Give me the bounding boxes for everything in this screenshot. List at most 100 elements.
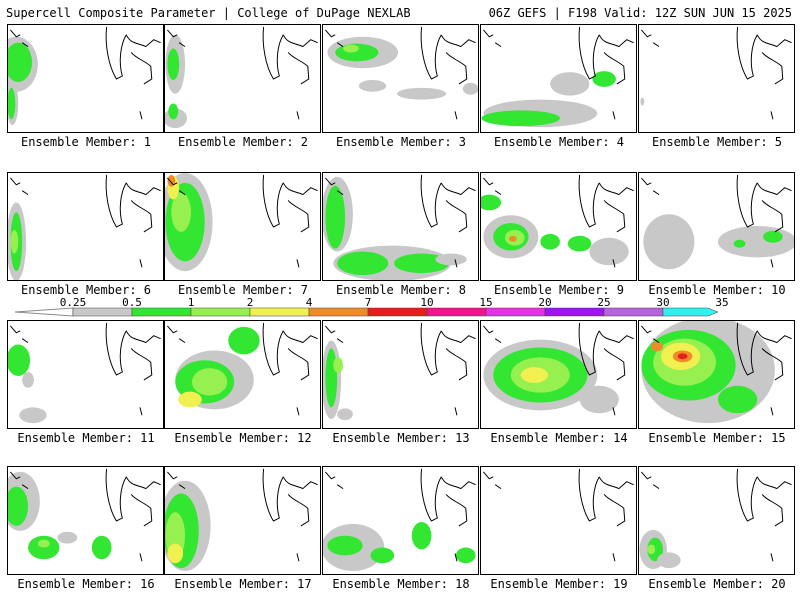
coastline-outline bbox=[130, 200, 153, 233]
scp-contour-area bbox=[57, 531, 78, 544]
coastline-outline bbox=[105, 26, 127, 80]
scp-contour-area bbox=[358, 79, 387, 92]
colorbar-segment bbox=[249, 307, 310, 317]
scp-contour-area bbox=[455, 547, 476, 564]
scp-contour-area bbox=[550, 72, 590, 96]
colorbar-label: 0.25 bbox=[60, 296, 87, 309]
coastline-outline bbox=[125, 182, 161, 196]
coastline-outline bbox=[139, 553, 143, 562]
coastline-outline bbox=[445, 200, 468, 233]
map-canvas bbox=[8, 468, 161, 562]
coastline-outline bbox=[770, 111, 774, 120]
coastline-outline bbox=[612, 553, 616, 562]
ensemble-member-label: Ensemble Member: 12 bbox=[174, 431, 312, 445]
coastline-outline bbox=[603, 494, 626, 527]
coastline-outline bbox=[167, 325, 186, 344]
colorbar-label: 25 bbox=[597, 296, 610, 309]
coastline-outline bbox=[454, 553, 458, 562]
coastline-outline bbox=[598, 330, 634, 344]
map-canvas bbox=[323, 174, 476, 280]
coastline-outline bbox=[483, 471, 502, 490]
coastline-outline bbox=[598, 476, 634, 490]
coastline-outline bbox=[483, 325, 502, 344]
coastline-outline bbox=[105, 174, 127, 228]
ensemble-member-map bbox=[638, 320, 795, 429]
colorbar-label: 15 bbox=[479, 296, 492, 309]
coastline-outline bbox=[454, 111, 458, 120]
coastline-outline bbox=[483, 29, 502, 48]
coastline-outline bbox=[756, 182, 792, 196]
coastline-outline bbox=[325, 177, 344, 196]
colorbar-label: 10 bbox=[420, 296, 433, 309]
ensemble-member-label: Ensemble Member: 15 bbox=[648, 431, 786, 445]
coastline-outline bbox=[282, 182, 318, 196]
map-canvas bbox=[483, 322, 634, 416]
scp-contour-area bbox=[567, 235, 592, 252]
scp-contour-area bbox=[337, 408, 353, 421]
scp-contour-area bbox=[462, 82, 478, 95]
scp-contour-area bbox=[589, 237, 629, 266]
scp-contour-area bbox=[733, 239, 746, 248]
ensemble-member-map bbox=[480, 320, 637, 429]
scp-contour-area bbox=[191, 368, 228, 396]
scp-contour-area bbox=[717, 385, 758, 414]
coastline-outline bbox=[454, 407, 458, 416]
coastline-outline bbox=[125, 330, 161, 344]
ensemble-member-label: Ensemble Member: 10 bbox=[648, 283, 786, 297]
coastline-outline bbox=[10, 471, 29, 490]
scp-contour-area bbox=[8, 87, 16, 120]
coastline-outline bbox=[130, 494, 153, 527]
scp-contour-area bbox=[167, 48, 180, 80]
scp-contour-area bbox=[19, 407, 47, 424]
ensemble-member-map bbox=[322, 466, 479, 575]
ensemble-member-label: Ensemble Member: 5 bbox=[651, 135, 783, 149]
colorbar-segment bbox=[544, 307, 605, 317]
coastline-outline bbox=[641, 471, 660, 490]
scp-contour-area bbox=[171, 192, 191, 232]
coastline-outline bbox=[105, 322, 127, 376]
coastline-outline bbox=[440, 34, 476, 48]
coastline-outline bbox=[10, 29, 29, 48]
coastline-outline bbox=[483, 177, 502, 196]
colorbar-segment bbox=[131, 307, 192, 317]
coastline-outline bbox=[296, 407, 300, 416]
coastline-outline bbox=[598, 182, 634, 196]
coastline-outline bbox=[167, 177, 186, 196]
ensemble-member-label: Ensemble Member: 16 bbox=[17, 577, 155, 591]
coastline-outline bbox=[167, 29, 186, 48]
coastline-outline bbox=[770, 259, 774, 268]
ensemble-member-map bbox=[322, 320, 479, 429]
scp-contour-area bbox=[717, 226, 794, 258]
scp-contour-area bbox=[22, 372, 34, 388]
scp-contour-area bbox=[167, 174, 176, 187]
ensemble-member-label: Ensemble Member: 20 bbox=[648, 577, 786, 591]
coastline-outline bbox=[612, 111, 616, 120]
map-canvas bbox=[640, 26, 792, 120]
coastline-outline bbox=[612, 259, 616, 268]
ensemble-member-map bbox=[7, 466, 164, 575]
coastline-outline bbox=[125, 476, 161, 490]
coastline-outline bbox=[578, 26, 600, 80]
scp-contour-area bbox=[394, 253, 450, 274]
ensemble-member-map bbox=[480, 172, 637, 281]
colorbar-label: 1 bbox=[188, 296, 195, 309]
ensemble-member-label: Ensemble Member: 13 bbox=[332, 431, 470, 445]
colorbar-label: 20 bbox=[538, 296, 551, 309]
scp-contour-area bbox=[579, 385, 619, 414]
coastline-outline bbox=[578, 322, 600, 376]
coastline-outline bbox=[761, 494, 784, 527]
coastline-outline bbox=[578, 174, 600, 228]
colorbar-segment bbox=[367, 307, 428, 317]
coastline-outline bbox=[440, 182, 476, 196]
scp-contour-area bbox=[37, 539, 50, 548]
coastline-outline bbox=[287, 494, 310, 527]
coastline-outline bbox=[125, 34, 161, 48]
ensemble-member-label: Ensemble Member: 1 bbox=[20, 135, 152, 149]
coastline-outline bbox=[445, 348, 468, 381]
coastline-outline bbox=[105, 468, 127, 522]
coastline-outline bbox=[262, 468, 284, 522]
scp-contour-area bbox=[8, 344, 31, 376]
coastline-outline bbox=[287, 52, 310, 85]
coastline-outline bbox=[139, 259, 143, 268]
map-canvas bbox=[165, 26, 318, 129]
